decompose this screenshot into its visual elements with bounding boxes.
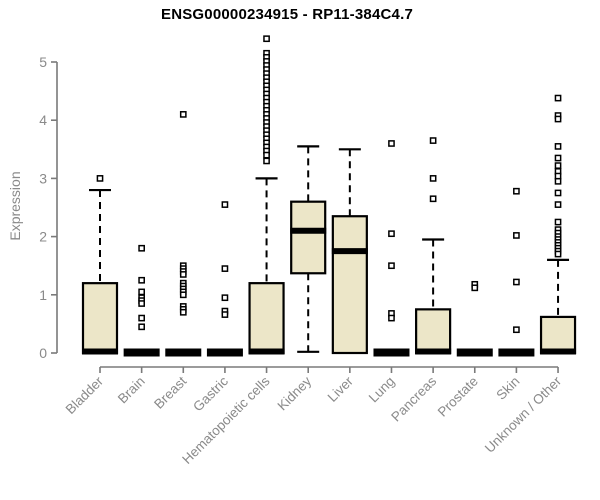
outlier-point xyxy=(513,278,520,286)
x-tick-label: Bladder xyxy=(63,373,107,417)
outlier-point xyxy=(138,314,145,322)
y-tick-label: 0 xyxy=(39,345,47,361)
outlier-point xyxy=(429,195,437,203)
outlier-point xyxy=(263,157,270,165)
box xyxy=(331,215,368,355)
outlier-point xyxy=(554,189,562,197)
outlier-point xyxy=(554,177,562,185)
outlier-point xyxy=(388,262,395,270)
x-tick-label: Lung xyxy=(366,374,398,406)
outlier-point xyxy=(554,143,562,150)
y-tick-label: 1 xyxy=(39,287,47,303)
y-tick-label: 5 xyxy=(39,54,47,70)
outlier-point xyxy=(179,271,187,278)
outlier-point xyxy=(388,314,395,322)
flat-box xyxy=(206,348,243,357)
y-tick-label: 2 xyxy=(39,229,47,245)
x-tick-label: Kidney xyxy=(275,373,315,413)
outlier-point xyxy=(554,154,562,162)
x-tick-label: Unknown / Other xyxy=(482,373,565,456)
box xyxy=(290,200,327,275)
outlier-point xyxy=(429,137,437,144)
outlier-point xyxy=(554,201,562,208)
outlier-point xyxy=(179,111,187,118)
flat-box xyxy=(165,348,202,357)
outlier-point xyxy=(263,151,270,159)
x-tick-label: Breast xyxy=(151,373,189,411)
outlier-point xyxy=(554,218,562,226)
outlier-point xyxy=(388,230,395,238)
y-tick-label: 4 xyxy=(39,112,47,128)
outlier-point xyxy=(513,326,520,334)
outlier-point xyxy=(138,288,145,296)
outlier-point xyxy=(221,265,229,272)
outlier-point xyxy=(554,172,562,180)
outlier-point xyxy=(221,311,229,318)
outlier-point xyxy=(263,35,270,43)
outlier-point xyxy=(138,276,145,284)
x-tick-label: Liver xyxy=(325,373,357,405)
outlier-point xyxy=(179,291,187,299)
outlier-point xyxy=(554,250,562,258)
outlier-point xyxy=(179,308,187,316)
flat-box xyxy=(373,348,410,357)
outlier-point xyxy=(429,175,437,182)
outlier-point xyxy=(388,140,395,147)
flat-box xyxy=(456,348,493,357)
box xyxy=(248,282,285,355)
x-tick-label: Skin xyxy=(493,374,522,403)
outlier-point xyxy=(138,244,145,252)
box xyxy=(415,308,452,355)
outlier-point xyxy=(513,187,520,195)
outlier-point xyxy=(138,300,145,307)
box xyxy=(539,315,577,355)
chart-title: ENSG00000234915 - RP11-384C4.7 xyxy=(160,6,413,23)
outlier-point xyxy=(471,284,479,292)
box xyxy=(81,282,119,355)
outlier-point xyxy=(554,162,562,169)
x-tick-label: Pancreas xyxy=(388,373,439,424)
flat-box xyxy=(498,348,535,357)
outlier-point xyxy=(513,232,520,239)
outlier-point xyxy=(554,94,562,102)
x-tick-label: Gastric xyxy=(190,373,231,414)
x-tick-label: Brain xyxy=(115,374,148,407)
outlier-point xyxy=(221,294,229,302)
outlier-point xyxy=(96,175,104,182)
outlier-point xyxy=(138,323,145,331)
x-tick-label: Prostate xyxy=(435,374,481,420)
outlier-point xyxy=(221,201,229,208)
y-tick-label: 3 xyxy=(39,170,47,186)
flat-box xyxy=(123,348,160,357)
outlier-point xyxy=(554,115,562,123)
